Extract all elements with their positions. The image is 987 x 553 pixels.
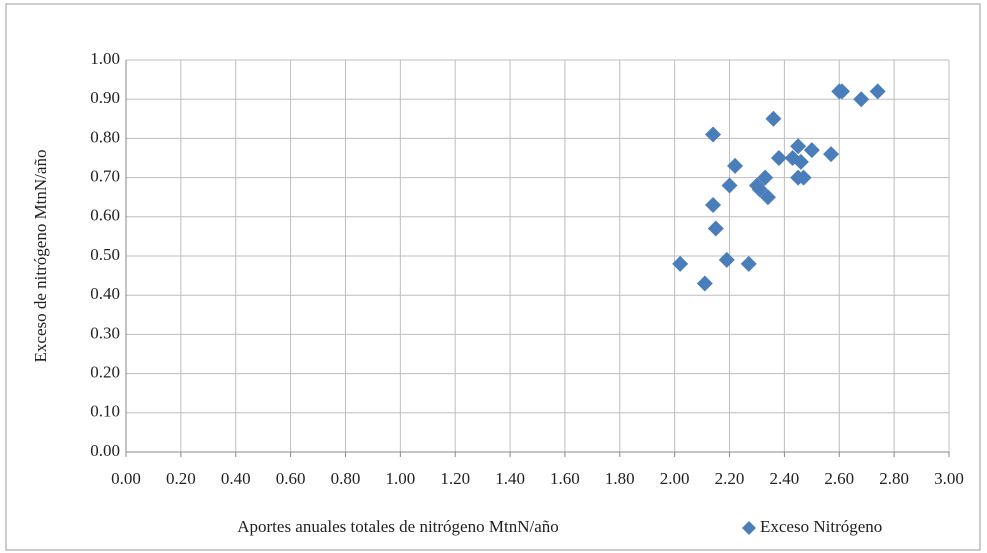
y-tick-label: 0.70 bbox=[90, 167, 120, 186]
point bbox=[770, 150, 787, 166]
legend-marker bbox=[742, 521, 756, 535]
point bbox=[718, 251, 735, 268]
x-tick-label: 0.40 bbox=[221, 469, 251, 488]
x-tick-label: 0.80 bbox=[331, 469, 361, 488]
point bbox=[757, 169, 774, 186]
y-tick-label: 0.10 bbox=[90, 402, 120, 421]
x-tick-label: 2.80 bbox=[879, 469, 909, 488]
x-tick-label: 1.00 bbox=[385, 469, 415, 488]
x-tick-label: 2.60 bbox=[824, 469, 854, 488]
y-tick-label: 0.20 bbox=[90, 363, 120, 382]
point bbox=[834, 83, 851, 100]
point bbox=[792, 153, 809, 170]
point bbox=[853, 91, 870, 108]
y-tick-label: 0.80 bbox=[90, 127, 120, 146]
point bbox=[803, 142, 820, 159]
y-tick-label: 0.60 bbox=[90, 206, 120, 225]
y-tick-label: 0.40 bbox=[90, 284, 120, 303]
y-axis-title: Exceso de nitrógeno MtnN/año bbox=[31, 150, 50, 363]
x-tick-label: 3.00 bbox=[934, 469, 964, 488]
y-tick-label: 0.30 bbox=[90, 323, 120, 342]
point bbox=[823, 146, 840, 163]
point bbox=[696, 275, 713, 292]
x-tick-label: 2.20 bbox=[715, 469, 745, 488]
point bbox=[672, 255, 689, 272]
x-tick-label: 1.20 bbox=[440, 469, 470, 488]
point bbox=[705, 197, 722, 214]
point bbox=[751, 181, 768, 198]
point bbox=[795, 169, 812, 186]
x-tick-label: 2.40 bbox=[770, 469, 800, 488]
chart-border bbox=[5, 3, 981, 551]
y-tick-label: 0.90 bbox=[90, 88, 120, 107]
x-tick-label: 0.00 bbox=[111, 469, 141, 488]
x-tick-label: 1.60 bbox=[550, 469, 580, 488]
x-tick-label: 2.00 bbox=[660, 469, 690, 488]
point bbox=[721, 177, 738, 194]
point bbox=[740, 255, 757, 272]
x-tick-label: 0.20 bbox=[166, 469, 196, 488]
x-tick-label: 0.60 bbox=[276, 469, 306, 488]
y-tick-label: 0.50 bbox=[90, 245, 120, 264]
point bbox=[707, 220, 724, 237]
point bbox=[759, 189, 776, 206]
legend-label: Exceso Nitrógeno bbox=[760, 517, 882, 536]
point bbox=[705, 126, 722, 143]
point bbox=[765, 110, 782, 127]
x-tick-label: 1.40 bbox=[495, 469, 525, 488]
point bbox=[790, 138, 807, 155]
point bbox=[869, 83, 886, 100]
y-tick-label: 1.00 bbox=[90, 49, 120, 68]
x-axis-title: Aportes anuales totales de nitrógeno Mtn… bbox=[237, 517, 559, 536]
y-tick-label: 0.00 bbox=[90, 441, 120, 460]
x-tick-label: 1.80 bbox=[605, 469, 635, 488]
point bbox=[727, 157, 744, 174]
